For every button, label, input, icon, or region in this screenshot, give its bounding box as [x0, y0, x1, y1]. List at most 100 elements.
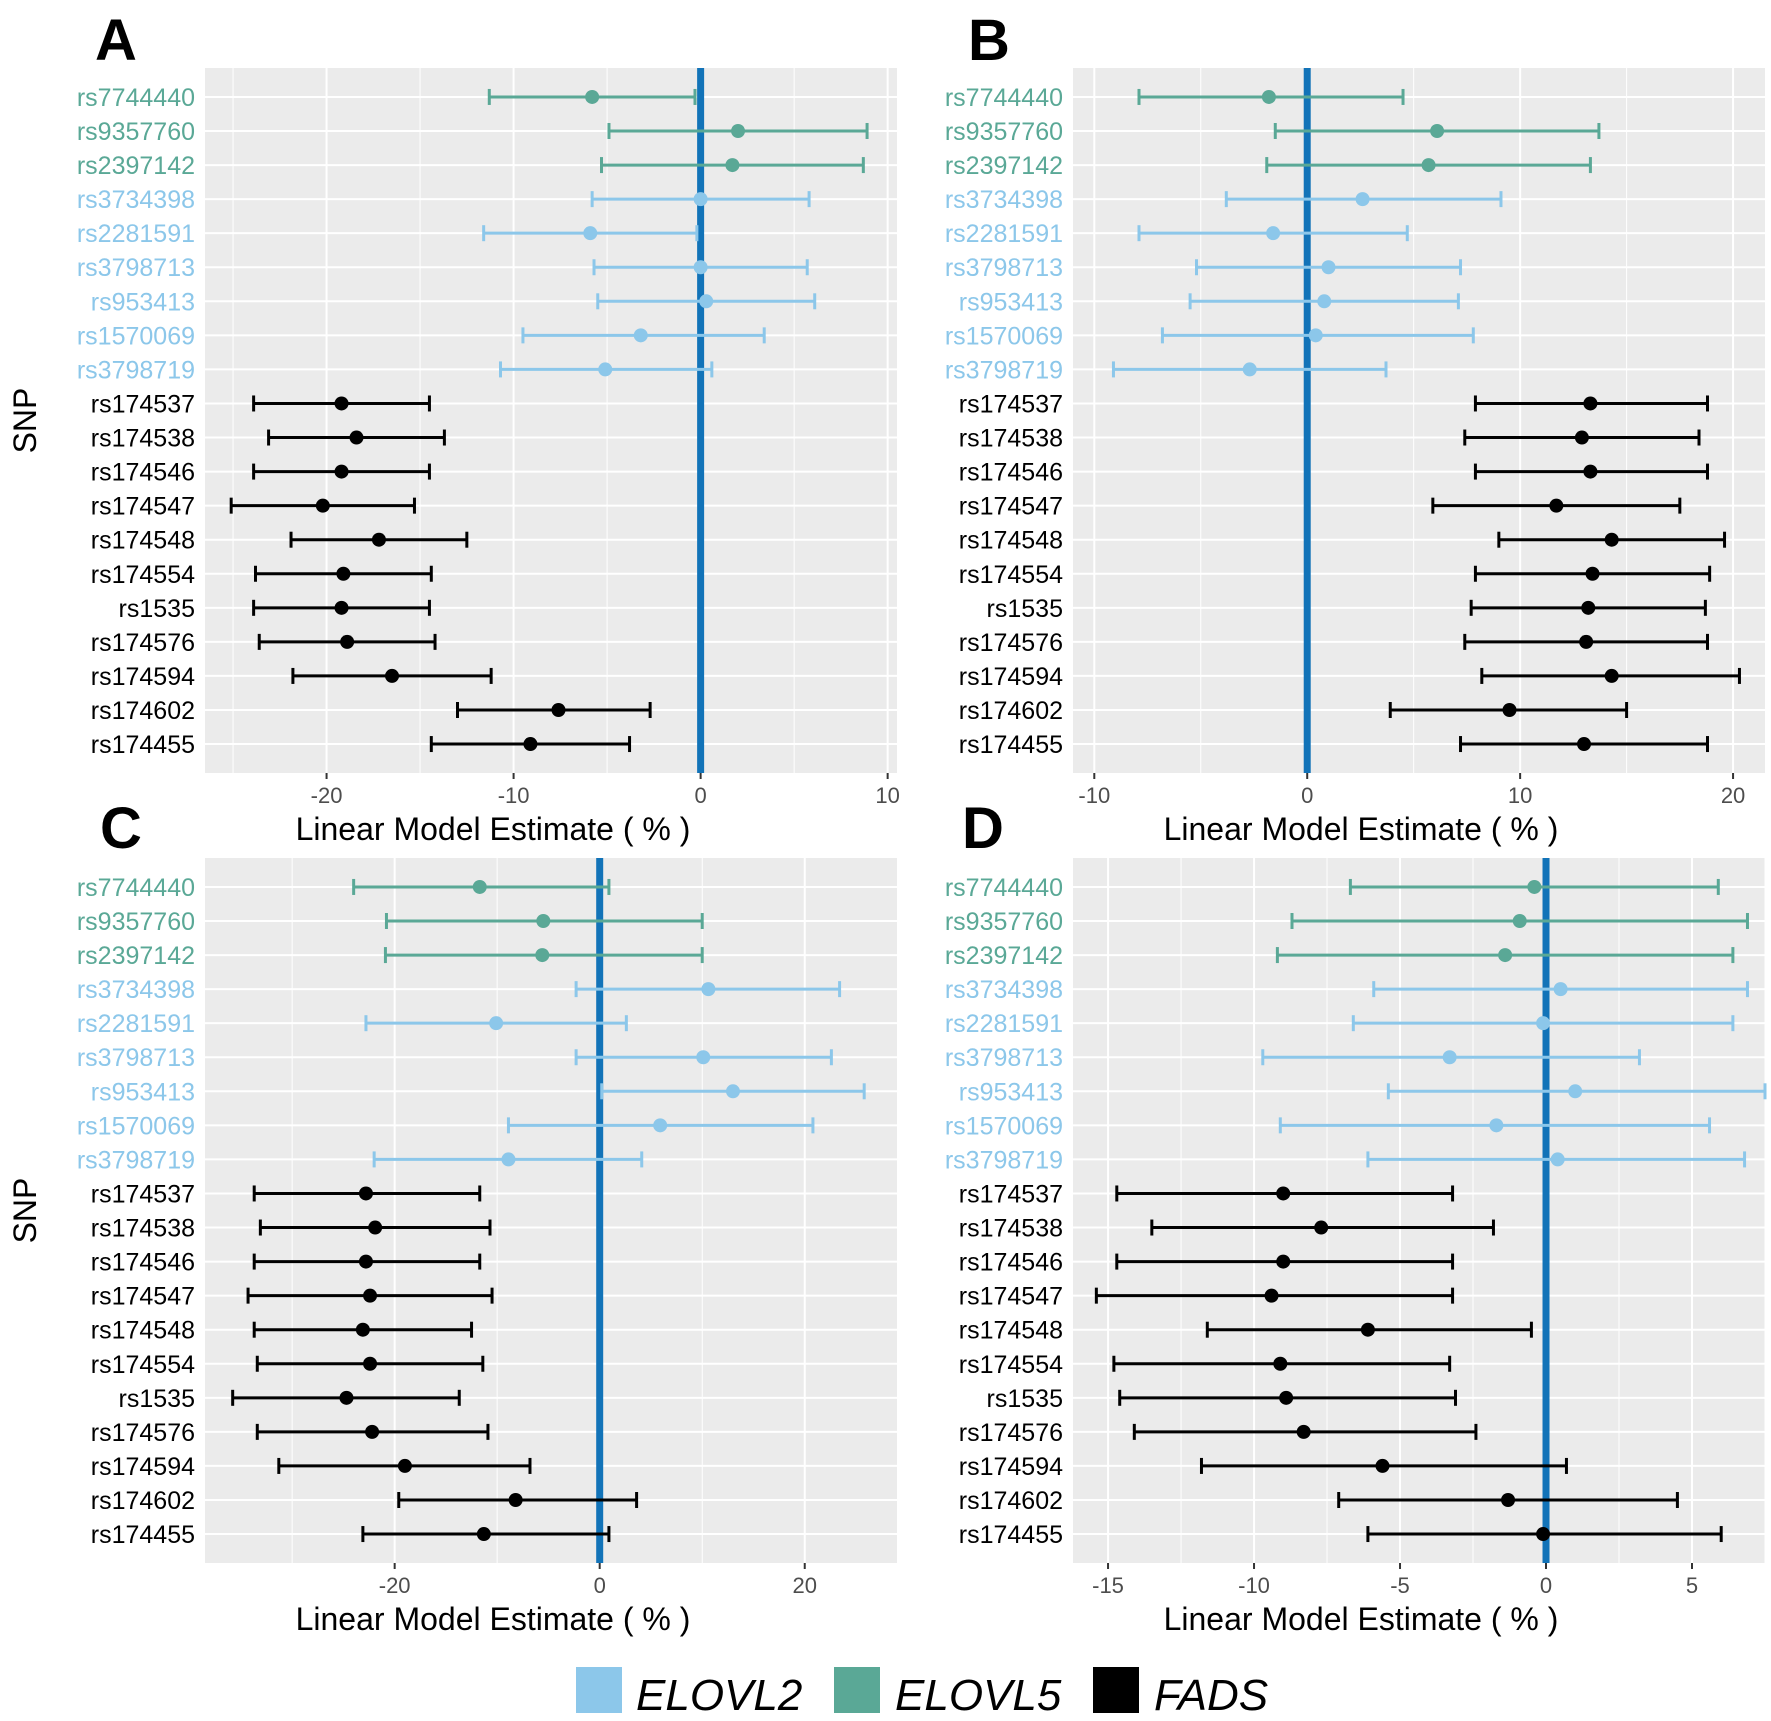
estimate-point-b-rs953413: [1317, 294, 1332, 309]
snp-label-b-rs953413: rs953413: [959, 288, 1063, 316]
x-axis-title-d: Linear Model Estimate ( % ): [1164, 1601, 1559, 1637]
estimate-point-d-rs9357760: [1512, 914, 1527, 929]
estimate-point-d-rs174594: [1375, 1458, 1390, 1473]
x-tick-label-b: 20: [1721, 783, 1745, 808]
snp-label-d-rs174538: rs174538: [959, 1215, 1063, 1243]
estimate-point-c-rs7744440: [472, 879, 487, 894]
x-tick-label-d: -5: [1390, 1573, 1410, 1598]
estimate-point-d-rs174546: [1276, 1254, 1291, 1269]
snp-label-b-rs174554: rs174554: [959, 561, 1063, 589]
snp-label-d-rs174455: rs174455: [959, 1521, 1063, 1549]
estimate-point-d-rs174538: [1314, 1220, 1329, 1235]
snp-label-d-rs3798713: rs3798713: [945, 1044, 1063, 1072]
estimate-point-a-rs174576: [340, 634, 355, 649]
snp-label-c-rs1535: rs1535: [119, 1385, 195, 1413]
snp-label-b-rs9357760: rs9357760: [945, 118, 1063, 146]
x-axis-title-b: Linear Model Estimate ( % ): [1164, 811, 1559, 847]
snp-label-b-rs174548: rs174548: [959, 527, 1063, 555]
estimate-point-a-rs3798719: [598, 362, 613, 377]
estimate-point-a-rs174455: [523, 737, 538, 752]
estimate-point-c-rs174594: [397, 1458, 412, 1473]
snp-label-c-rs953413: rs953413: [91, 1078, 195, 1106]
estimate-point-b-rs9357760: [1430, 124, 1445, 139]
snp-label-c-rs2281591: rs2281591: [77, 1010, 195, 1038]
snp-label-d-rs9357760: rs9357760: [945, 908, 1063, 936]
plot-background-d: [1073, 858, 1765, 1563]
x-tick-label-b: 0: [1301, 783, 1313, 808]
snp-label-c-rs3798713: rs3798713: [77, 1044, 195, 1072]
x-tick-label-a: -10: [498, 783, 530, 808]
estimate-point-d-rs3734398: [1553, 982, 1568, 997]
estimate-point-a-rs9357760: [731, 124, 746, 139]
snp-label-b-rs2281591: rs2281591: [945, 220, 1063, 248]
snp-label-b-rs7744440: rs7744440: [945, 84, 1063, 112]
snp-label-d-rs174602: rs174602: [959, 1487, 1063, 1515]
snp-label-a-rs174537: rs174537: [91, 390, 195, 418]
x-tick-label-a: -20: [311, 783, 343, 808]
x-axis-title-a: Linear Model Estimate ( % ): [296, 811, 691, 847]
estimate-point-c-rs174554: [363, 1356, 378, 1371]
estimate-point-a-rs174554: [336, 566, 351, 581]
estimate-point-a-rs174548: [371, 532, 386, 547]
snp-label-c-rs174576: rs174576: [91, 1419, 195, 1447]
snp-label-a-rs174602: rs174602: [91, 697, 195, 725]
estimate-point-c-rs9357760: [536, 914, 551, 929]
snp-label-d-rs2281591: rs2281591: [945, 1010, 1063, 1038]
estimate-point-c-rs1570069: [653, 1118, 668, 1133]
snp-label-d-rs2397142: rs2397142: [945, 942, 1063, 970]
estimate-point-c-rs174602: [508, 1492, 523, 1507]
snp-label-a-rs3734398: rs3734398: [77, 186, 195, 214]
estimate-point-b-rs3734398: [1355, 192, 1370, 207]
panel-letter-a: A: [95, 8, 137, 73]
snp-label-a-rs2397142: rs2397142: [77, 152, 195, 180]
estimate-point-d-rs174554: [1273, 1356, 1288, 1371]
snp-label-b-rs3798719: rs3798719: [945, 356, 1063, 384]
snp-label-a-rs174547: rs174547: [91, 493, 195, 521]
snp-label-a-rs174538: rs174538: [91, 425, 195, 453]
snp-label-c-rs7744440: rs7744440: [77, 874, 195, 902]
x-tick-label-d: -10: [1238, 1573, 1270, 1598]
snp-label-b-rs174576: rs174576: [959, 629, 1063, 657]
snp-label-d-rs174576: rs174576: [959, 1419, 1063, 1447]
panel-letter-b: B: [968, 8, 1010, 73]
estimate-point-b-rs174548: [1604, 532, 1619, 547]
snp-label-b-rs174538: rs174538: [959, 425, 1063, 453]
x-tick-label-c: 0: [594, 1573, 606, 1598]
snp-label-a-rs3798713: rs3798713: [77, 254, 195, 282]
estimate-point-d-rs1570069: [1489, 1118, 1504, 1133]
estimate-point-d-rs174455: [1536, 1527, 1551, 1542]
snp-label-d-rs174546: rs174546: [959, 1249, 1063, 1277]
plot-background-a: [205, 68, 897, 773]
estimate-point-b-rs174554: [1585, 566, 1600, 581]
estimate-point-d-rs3798719: [1550, 1152, 1565, 1167]
snp-label-a-rs174576: rs174576: [91, 629, 195, 657]
estimate-point-b-rs174547: [1549, 498, 1564, 513]
snp-label-b-rs3734398: rs3734398: [945, 186, 1063, 214]
snp-label-a-rs1535: rs1535: [119, 595, 195, 623]
legend-label-fads: FADS: [1154, 1671, 1268, 1720]
estimate-point-c-rs174538: [368, 1220, 383, 1235]
estimate-point-a-rs2397142: [725, 158, 740, 173]
snp-label-d-rs953413: rs953413: [959, 1078, 1063, 1106]
snp-label-c-rs174537: rs174537: [91, 1180, 195, 1208]
snp-label-d-rs7744440: rs7744440: [945, 874, 1063, 902]
estimate-point-b-rs174537: [1583, 396, 1598, 411]
snp-label-d-rs3798719: rs3798719: [945, 1146, 1063, 1174]
estimate-point-c-rs3734398: [701, 982, 716, 997]
snp-label-d-rs174594: rs174594: [959, 1453, 1063, 1481]
snp-label-b-rs174594: rs174594: [959, 663, 1063, 691]
snp-label-c-rs174538: rs174538: [91, 1215, 195, 1243]
x-tick-label-b: 10: [1508, 783, 1532, 808]
estimate-point-b-rs3798713: [1321, 260, 1336, 275]
estimate-point-a-rs2281591: [583, 226, 598, 241]
estimate-point-a-rs174547: [315, 498, 330, 513]
estimate-point-b-rs174576: [1579, 634, 1594, 649]
estimate-point-b-rs174455: [1577, 737, 1592, 752]
x-tick-label-d: 0: [1540, 1573, 1552, 1598]
snp-label-a-rs953413: rs953413: [91, 288, 195, 316]
snp-label-a-rs174554: rs174554: [91, 561, 195, 589]
snp-label-c-rs174594: rs174594: [91, 1453, 195, 1481]
legend-item-elovl2: ELOVL2: [576, 1667, 802, 1720]
snp-label-a-rs9357760: rs9357760: [77, 118, 195, 146]
